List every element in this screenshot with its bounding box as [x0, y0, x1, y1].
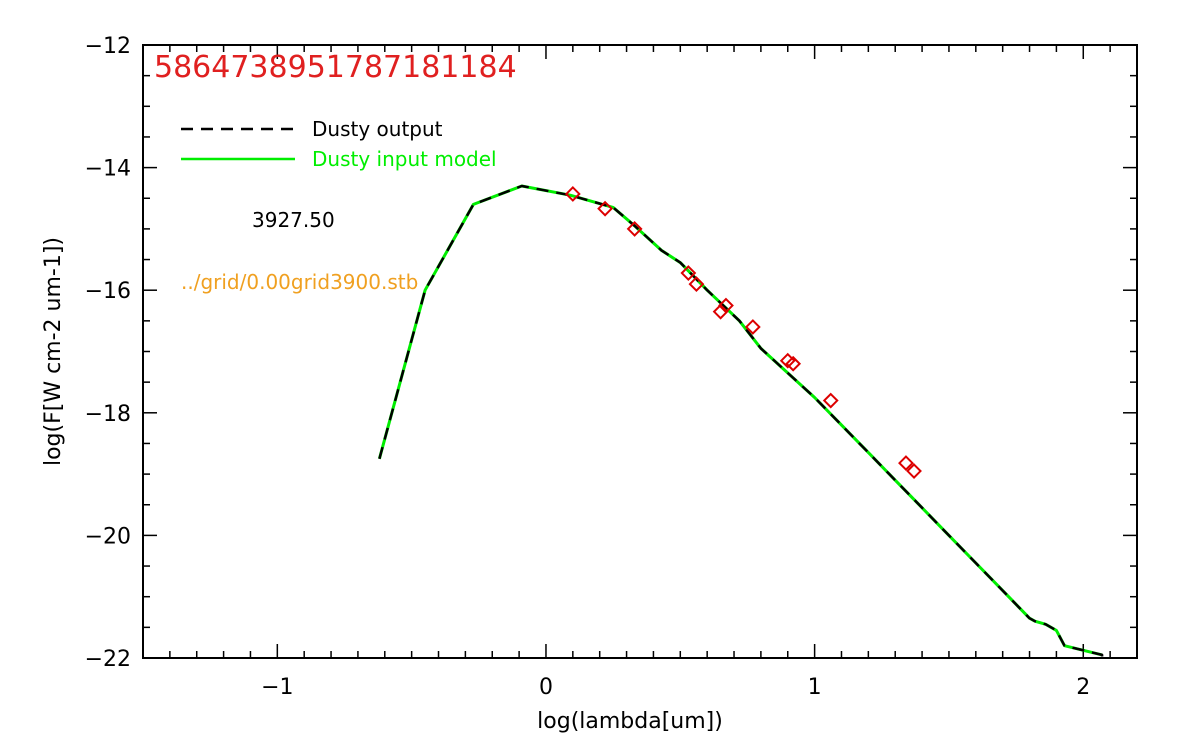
series-dusty-input-line	[377, 184, 1103, 657]
x-tick-label: 0	[539, 675, 553, 700]
x-tick-label: 2	[1076, 675, 1090, 700]
photometry-point	[597, 200, 613, 217]
plot-frame	[142, 44, 1138, 659]
y-axis-title: log(F[W cm-2 um-1])	[41, 237, 66, 466]
y-tick-label: −20	[85, 524, 131, 549]
x-axis-title: log(lambda[um])	[537, 709, 723, 734]
series-dusty-output-line	[378, 184, 1104, 658]
grid-file-annotation: ../grid/0.00grid3900.stb	[181, 270, 418, 294]
photometry-point	[680, 265, 697, 281]
photometry-point	[785, 355, 802, 372]
temperature-annotation: 3927.50	[252, 208, 335, 232]
photometry-point	[564, 186, 581, 202]
x-tick-label: 1	[808, 675, 822, 700]
y-tick-label: −14	[85, 157, 131, 182]
photometry-point	[718, 297, 734, 314]
chart-title: 5864738951787181184	[154, 50, 517, 85]
y-tick-label: −22	[85, 647, 131, 672]
photometry-point	[744, 319, 761, 335]
y-tick-label: −16	[85, 279, 131, 304]
photometry-point	[898, 455, 914, 471]
legend-dusty-output-label: Dusty output	[312, 117, 443, 141]
photometry-point	[822, 392, 839, 409]
legend-dusty-input-label: Dusty input model	[312, 147, 497, 171]
y-tick-label: −18	[85, 402, 131, 427]
photometry-point	[712, 303, 729, 320]
photometry-point	[906, 463, 922, 479]
x-tick-label: −1	[261, 675, 293, 700]
photometry-point	[688, 276, 705, 292]
photometry-point	[626, 220, 643, 237]
y-tick-label: −12	[85, 34, 131, 59]
